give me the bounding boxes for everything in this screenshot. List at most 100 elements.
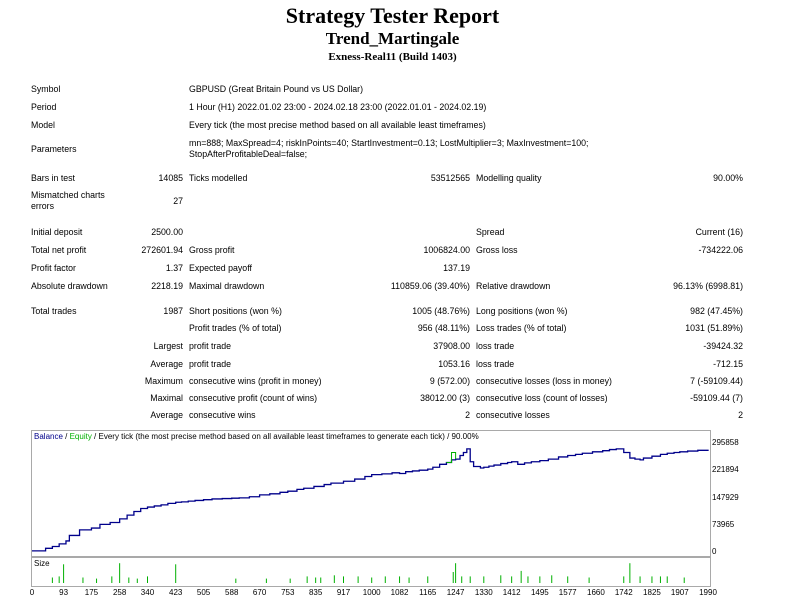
quality-label: Modelling quality (476, 173, 542, 183)
deposit-value: 2500.00 (151, 227, 183, 237)
netprofit-label: Total net profit (31, 245, 87, 255)
ptrades-label: Profit trades (% of total) (189, 323, 282, 333)
x-tick-label: 0 (29, 588, 35, 597)
pf-label: Profit factor (31, 263, 76, 273)
pf-value: 1.37 (165, 263, 183, 273)
legend-sep: / (62, 432, 70, 441)
ticks-label: Ticks modelled (189, 173, 248, 183)
mismatch-value: 27 (173, 196, 183, 206)
chart-legend: Balance / Equity / Every tick (the most … (34, 432, 479, 442)
x-tick-label: 670 (252, 588, 267, 597)
series-line-equity (446, 452, 457, 463)
y-tick-label: 147929 (712, 492, 739, 502)
average-loss-label: loss trade (476, 359, 515, 369)
maxdd-value: 110859.06 (39.40%) (390, 281, 470, 291)
grossprofit-label: Gross profit (189, 245, 235, 255)
x-tick-label: 175 (84, 588, 99, 597)
avg-consec-label: Average (150, 410, 183, 420)
largest-loss-value: -39424.32 (703, 341, 743, 351)
x-tick-label: 588 (225, 588, 239, 597)
max-cl-label: consecutive losses (loss in money) (476, 376, 612, 386)
x-tick-label: 753 (281, 588, 295, 597)
ltrades-label: Loss trades (% of total) (476, 323, 567, 333)
x-tick-label: 1165 (419, 588, 437, 597)
quality-value: 90.00% (713, 173, 743, 183)
model-value: Every tick (the most precise method base… (189, 120, 486, 130)
average-profit-label: profit trade (189, 359, 232, 369)
max-cw-value: 9 (572.00) (429, 376, 470, 386)
average-label: Average (150, 359, 183, 369)
period-value: 1 Hour (H1) 2022.01.02 23:00 - 2024.02.1… (189, 102, 487, 112)
y-tick-label: 221894 (712, 465, 739, 475)
largest-profit-label: profit trade (189, 341, 232, 351)
x-tick-label: 1412 (502, 588, 521, 597)
maximal-cp-label: consecutive profit (count of wins) (189, 393, 318, 403)
x-tick-label: 1330 (474, 588, 493, 597)
x-tick-label: 1082 (390, 588, 409, 597)
x-tick-label: 258 (112, 588, 127, 597)
avg-cw-label: consecutive wins (189, 410, 256, 420)
long-label: Long positions (won %) (476, 306, 568, 316)
grossprofit-value: 1006824.00 (423, 245, 470, 255)
x-tick-label: 423 (169, 588, 183, 597)
x-tick-label: 1825 (643, 588, 661, 597)
legend-desc: / Every tick (the most precise method ba… (91, 432, 479, 441)
spread-value: Current (16) (695, 227, 743, 237)
trades-label: Total trades (31, 306, 77, 316)
maximal-label: Maximal (150, 393, 183, 403)
series-line-balance (32, 448, 709, 552)
ticks-value: 53512565 (430, 173, 470, 183)
x-tick-label: 1742 (614, 588, 633, 597)
y-tick-label: 73965 (712, 519, 735, 529)
maximal-cl-value: -59109.44 (7) (690, 393, 743, 403)
parameters-value: mn=888; MaxSpread=4; riskInPoints=40; St… (189, 138, 589, 159)
ltrades-value: 1031 (51.89%) (685, 323, 743, 333)
trades-value: 1987 (163, 306, 183, 316)
short-value: 1005 (48.76%) (412, 306, 470, 316)
size-label: Size (34, 559, 50, 568)
symbol-label: Symbol (31, 84, 61, 94)
deposit-label: Initial deposit (31, 227, 83, 237)
x-tick-label: 917 (336, 588, 351, 597)
reldd-value: 96.13% (6998.81) (673, 281, 743, 291)
mismatch-label: Mismatched charts errors (31, 190, 105, 211)
maxdd-label: Maximal drawdown (189, 281, 265, 291)
absdd-value: 2218.19 (151, 281, 183, 291)
model-label: Model (31, 120, 55, 130)
maximal-cp-value: 38012.00 (3) (420, 393, 470, 403)
x-tick-label: 505 (196, 588, 211, 597)
expert-name: Trend_Martingale (325, 29, 460, 48)
x-tick-label: 340 (140, 588, 155, 597)
x-tick-label: 1495 (530, 588, 549, 597)
bars-label: Bars in test (31, 173, 76, 183)
x-tick-label: 1660 (586, 588, 605, 597)
netprofit-value: 272601.94 (141, 245, 183, 255)
max-cw-label: consecutive wins (profit in money) (189, 376, 322, 386)
x-tick-label: 835 (308, 588, 323, 597)
largest-loss-label: loss trade (476, 341, 515, 351)
x-tick-label: 1990 (699, 588, 717, 597)
spread-label: Spread (476, 227, 505, 237)
parameters-label: Parameters (31, 144, 77, 154)
ptrades-value: 956 (48.11%) (417, 323, 470, 333)
avg-cl-value: 2 (738, 410, 743, 420)
symbol-value: GBPUSD (Great Britain Pound vs US Dollar… (189, 84, 364, 94)
average-loss-value: -712.15 (713, 359, 743, 369)
reldd-label: Relative drawdown (476, 281, 551, 291)
y-tick-label: 295858 (712, 438, 739, 447)
bars-value: 14085 (158, 173, 183, 183)
avg-cw-value: 2 (465, 410, 470, 420)
grossloss-value: -734222.06 (698, 245, 743, 255)
payoff-value: 137.19 (443, 263, 470, 273)
largest-profit-value: 37908.00 (433, 341, 470, 351)
long-value: 982 (47.45%) (690, 306, 743, 316)
avg-cl-label: consecutive losses (476, 410, 550, 420)
absdd-label: Absolute drawdown (31, 281, 108, 291)
y-tick-label: 0 (712, 547, 717, 556)
x-tick-label: 93 (59, 588, 69, 597)
x-tick-label: 1247 (446, 588, 465, 597)
report-title: Strategy Tester Report (285, 3, 500, 28)
legend-balance: Balance (34, 432, 63, 441)
payoff-label: Expected payoff (189, 263, 252, 273)
